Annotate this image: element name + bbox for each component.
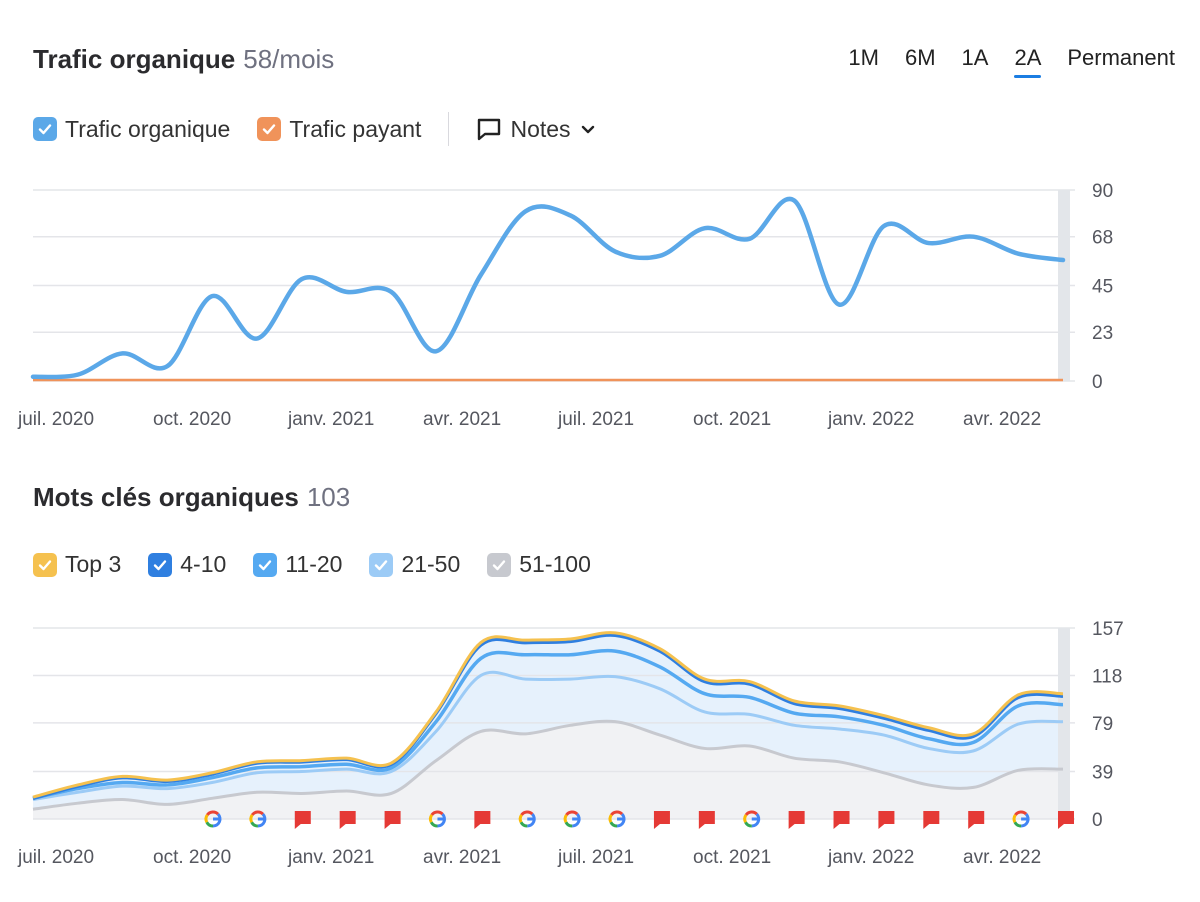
traffic-legend: Trafic organique Trafic payant Notes <box>33 112 597 146</box>
google-update-icon[interactable] <box>563 810 581 828</box>
x-tick-label: janv. 2021 <box>287 409 374 430</box>
legend-label: 21-50 <box>401 551 461 577</box>
notes-label: Notes <box>510 115 571 142</box>
y-tick-label: 68 <box>1092 228 1113 249</box>
notes-dropdown[interactable]: Notes <box>476 116 596 143</box>
legend-51-100[interactable]: 51-100 <box>487 551 591 578</box>
x-tick-label: oct. 2020 <box>153 409 231 430</box>
range-handle <box>1058 628 1070 819</box>
period-permanent[interactable]: Permanent <box>1067 45 1175 70</box>
checkbox-icon[interactable] <box>253 552 278 577</box>
checkbox-icon[interactable] <box>487 552 512 577</box>
traffic-title-text: Trafic organique <box>33 44 236 74</box>
series-11-20 <box>32 648 1064 801</box>
note-flag-icon[interactable] <box>294 811 311 829</box>
note-flag-icon[interactable] <box>878 811 895 829</box>
note-flag-icon[interactable] <box>384 811 401 829</box>
x-tick-label: oct. 2021 <box>693 409 771 430</box>
legend-paid-traffic[interactable]: Trafic payant <box>257 116 421 143</box>
keywords-title-text: Mots clés organiques <box>33 482 299 512</box>
note-flag-icon[interactable] <box>968 811 985 829</box>
y-tick-label: 79 <box>1092 714 1113 735</box>
legend-11-20[interactable]: 11-20 <box>253 551 342 578</box>
series-top3 <box>32 631 1064 799</box>
y-tick-label: 0 <box>1092 810 1103 831</box>
note-flag-icon[interactable] <box>474 811 491 829</box>
legend-label: Trafic payant <box>289 115 422 142</box>
comment-icon <box>478 118 501 141</box>
traffic-chart[interactable]: 0 23 45 68 90 juil. 2020 oct. 2020 janv. 2021 av… <box>0 170 1200 440</box>
x-tick-label: oct. 2020 <box>153 847 231 868</box>
period-selector: 1M 6M 1A 2A Permanent <box>835 44 1188 78</box>
google-update-icon[interactable] <box>428 810 446 828</box>
keywords-value: 103 <box>306 482 351 512</box>
google-update-icon[interactable] <box>518 810 536 828</box>
checkbox-icon[interactable] <box>33 552 57 577</box>
x-tick-label: juil. 2020 <box>17 847 94 868</box>
y-tick-label: 0 <box>1092 372 1103 393</box>
note-flag-icon[interactable] <box>923 811 940 829</box>
note-flag-icon[interactable] <box>788 811 805 829</box>
series-21-50 <box>32 670 1064 802</box>
y-tick-label: 118 <box>1092 666 1122 687</box>
google-update-icon[interactable] <box>608 810 626 828</box>
traffic-title: Trafic organique 58/mois <box>33 44 334 75</box>
checkbox-icon[interactable] <box>148 552 173 577</box>
x-tick-label: janv. 2022 <box>827 847 914 868</box>
y-tick-label: 45 <box>1092 277 1113 298</box>
legend-top3[interactable]: Top 3 <box>33 551 121 578</box>
checkbox-icon[interactable] <box>257 117 282 141</box>
period-1a[interactable]: 1A <box>961 45 989 70</box>
checkbox-icon[interactable] <box>369 552 394 577</box>
y-tick-label: 90 <box>1092 181 1113 202</box>
x-tick-label: oct. 2021 <box>693 847 771 868</box>
legend-label: 51-100 <box>519 551 591 577</box>
legend-4-10[interactable]: 4-10 <box>148 551 226 578</box>
x-tick-label: juil. 2021 <box>557 409 634 430</box>
note-flag-icon[interactable] <box>698 811 715 829</box>
keywords-legend: Top 3 4-10 11-20 21-50 51-100 <box>33 551 618 578</box>
x-tick-label: avr. 2022 <box>963 409 1041 430</box>
keywords-title: Mots clés organiques 103 <box>33 482 350 513</box>
traffic-value: 58/mois <box>243 44 335 74</box>
note-flag-icon[interactable] <box>339 811 356 829</box>
note-flag-icon[interactable] <box>833 811 850 829</box>
keywords-chart[interactable]: 0 39 79 118 157 juil. 2020 oct. 2020 janv. 2021… <box>0 608 1200 878</box>
y-tick-label: 157 <box>1092 619 1124 640</box>
series-51-100 <box>32 719 1064 811</box>
legend-label: 11-20 <box>285 551 343 577</box>
x-tick-label: janv. 2021 <box>287 847 374 868</box>
note-flag-icon[interactable] <box>653 811 670 829</box>
x-tick-label: janv. 2022 <box>827 409 914 430</box>
y-tick-label: 39 <box>1092 763 1113 784</box>
period-6m[interactable]: 6M <box>904 45 936 70</box>
x-tick-label: avr. 2021 <box>423 409 501 430</box>
legend-organic-traffic[interactable]: Trafic organique <box>33 116 230 143</box>
legend-label: Top 3 <box>65 551 122 577</box>
range-handle <box>1058 190 1070 381</box>
x-tick-label: avr. 2022 <box>963 847 1041 868</box>
google-update-icon[interactable] <box>249 810 267 828</box>
note-flag-icon[interactable] <box>1058 811 1074 829</box>
legend-label: Trafic organique <box>65 115 231 142</box>
y-tick-label: 23 <box>1092 323 1113 344</box>
checkbox-icon[interactable] <box>33 117 57 141</box>
legend-21-50[interactable]: 21-50 <box>369 551 460 578</box>
period-2a[interactable]: 2A <box>1001 44 1054 78</box>
google-update-icon[interactable] <box>1012 810 1030 828</box>
period-1m[interactable]: 1M <box>848 45 879 70</box>
google-update-icon[interactable] <box>204 810 222 828</box>
legend-divider <box>448 112 450 146</box>
legend-label: 4-10 <box>180 551 227 577</box>
x-tick-label: juil. 2021 <box>557 847 634 868</box>
x-tick-label: avr. 2021 <box>423 847 501 868</box>
x-tick-label: juil. 2020 <box>17 409 94 430</box>
google-update-icon[interactable] <box>743 810 761 828</box>
series-organic-traffic <box>30 196 1066 380</box>
chevron-down-icon <box>581 125 594 134</box>
